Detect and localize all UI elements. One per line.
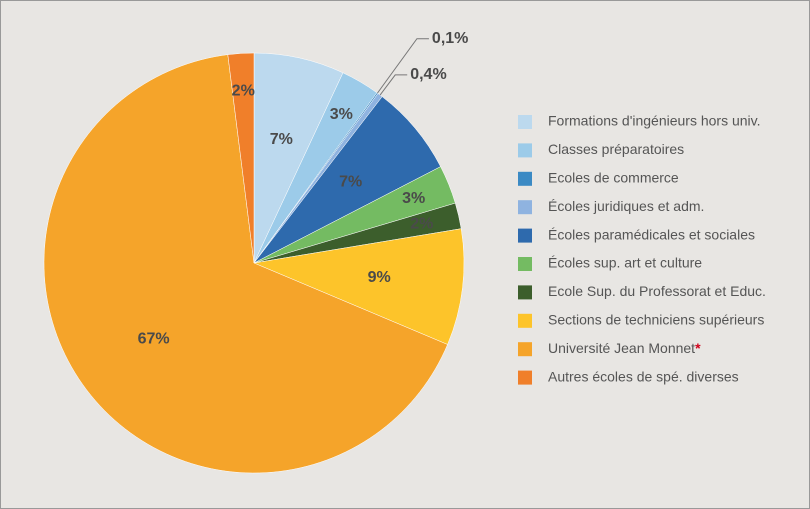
leader-line — [377, 38, 429, 94]
data-label: 2% — [410, 216, 433, 233]
legend-label: Écoles juridiques et adm. — [548, 198, 704, 214]
legend-label: Sections de techniciens supérieurs — [548, 312, 764, 328]
legend-swatch — [518, 285, 532, 300]
note-marker: * — [695, 340, 701, 356]
legend-label: Université Jean Monnet* — [548, 340, 701, 356]
legend-label: Classes préparatoires — [548, 141, 684, 157]
legend-label: Autres écoles de spé. diverses — [548, 368, 739, 384]
legend-label: Écoles paramédicales et sociales — [548, 226, 755, 242]
pie-slice — [43, 54, 448, 474]
legend-swatch — [518, 115, 532, 129]
legend-label: Ecole Sup. du Professorat et Educ. — [548, 283, 766, 299]
legend-swatch — [518, 171, 532, 186]
data-label: 3% — [402, 190, 425, 207]
pie-slice — [253, 228, 465, 345]
data-label: 7% — [339, 173, 362, 190]
legend-swatch — [518, 370, 532, 385]
legend-label: Ecoles de commerce — [548, 170, 679, 186]
legend-label: Écoles sup. art et culture — [548, 255, 702, 271]
data-label: 0,1% — [432, 30, 468, 47]
legend-swatch — [518, 143, 532, 158]
legend-swatch — [518, 228, 532, 243]
legend-swatch — [518, 257, 532, 271]
legend-swatch — [518, 313, 532, 328]
legend-label: Formations d'ingénieurs hors univ. — [548, 113, 761, 129]
leader-line — [379, 74, 408, 96]
data-label: 9% — [368, 269, 391, 286]
data-label: 0,4% — [410, 66, 446, 83]
pie-slice — [227, 52, 255, 264]
legend-swatch — [518, 342, 532, 357]
data-label: 2% — [232, 82, 255, 99]
data-label: 67% — [138, 330, 170, 347]
legend-swatch — [518, 200, 532, 215]
data-label: 7% — [270, 131, 293, 148]
data-label: 3% — [330, 106, 353, 123]
